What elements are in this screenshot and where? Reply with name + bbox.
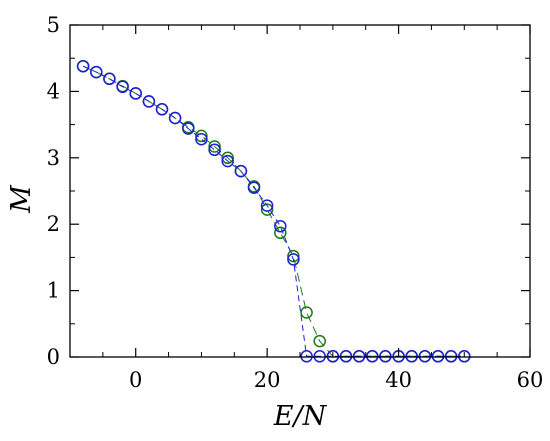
data-point	[379, 350, 392, 363]
data-point	[326, 350, 340, 363]
y-tick-label: 4	[47, 79, 60, 103]
series-1	[76, 59, 471, 363]
y-axis-title: M	[6, 184, 37, 214]
data-point	[234, 164, 248, 178]
data-point	[405, 350, 418, 363]
x-tick-label: 60	[517, 368, 544, 392]
data-point	[129, 87, 142, 100]
data-point	[195, 132, 208, 146]
data-point	[313, 334, 326, 348]
x-tick-label: 20	[254, 368, 281, 392]
data-point	[339, 350, 353, 363]
plot-frame	[69, 24, 531, 358]
data-point	[313, 350, 326, 363]
data-point	[274, 226, 287, 240]
data-point	[116, 80, 129, 94]
x-axis-title: E/N	[273, 401, 328, 432]
x-tick-label: 40	[385, 368, 412, 392]
data-point	[103, 72, 116, 86]
series-line	[82, 65, 465, 357]
data-point	[260, 203, 274, 216]
data-point	[366, 350, 379, 363]
data-point	[444, 350, 458, 363]
x-tick-label: 0	[129, 368, 142, 392]
data-point	[155, 103, 169, 116]
data-point	[221, 151, 234, 165]
y-tick-label: 0	[47, 345, 60, 369]
series-0	[76, 59, 471, 363]
data-point	[352, 350, 366, 363]
data-point	[142, 95, 156, 108]
data-point	[90, 65, 103, 79]
data-point	[300, 350, 313, 363]
data-point	[76, 59, 90, 73]
y-tick-label: 2	[47, 212, 60, 236]
data-point	[221, 154, 234, 168]
ticks-layer: 0 20 40 60 0 1 2 3 4 5	[47, 13, 544, 392]
data-point	[247, 181, 261, 194]
data-point	[418, 350, 432, 363]
data-point	[260, 199, 274, 212]
data-point	[274, 219, 287, 233]
y-tick-label: 3	[47, 146, 60, 170]
series-line	[82, 65, 465, 357]
data-point	[195, 129, 208, 143]
data-point	[300, 306, 313, 319]
data-point	[431, 350, 445, 363]
y-tick-label: 1	[47, 279, 60, 303]
series-layer	[76, 59, 471, 363]
data-point	[458, 350, 471, 363]
data-point	[208, 143, 221, 157]
y-tick-label: 5	[47, 13, 60, 37]
data-point	[182, 122, 195, 135]
data-point	[287, 253, 300, 266]
data-point	[168, 111, 182, 125]
data-point	[208, 140, 221, 153]
